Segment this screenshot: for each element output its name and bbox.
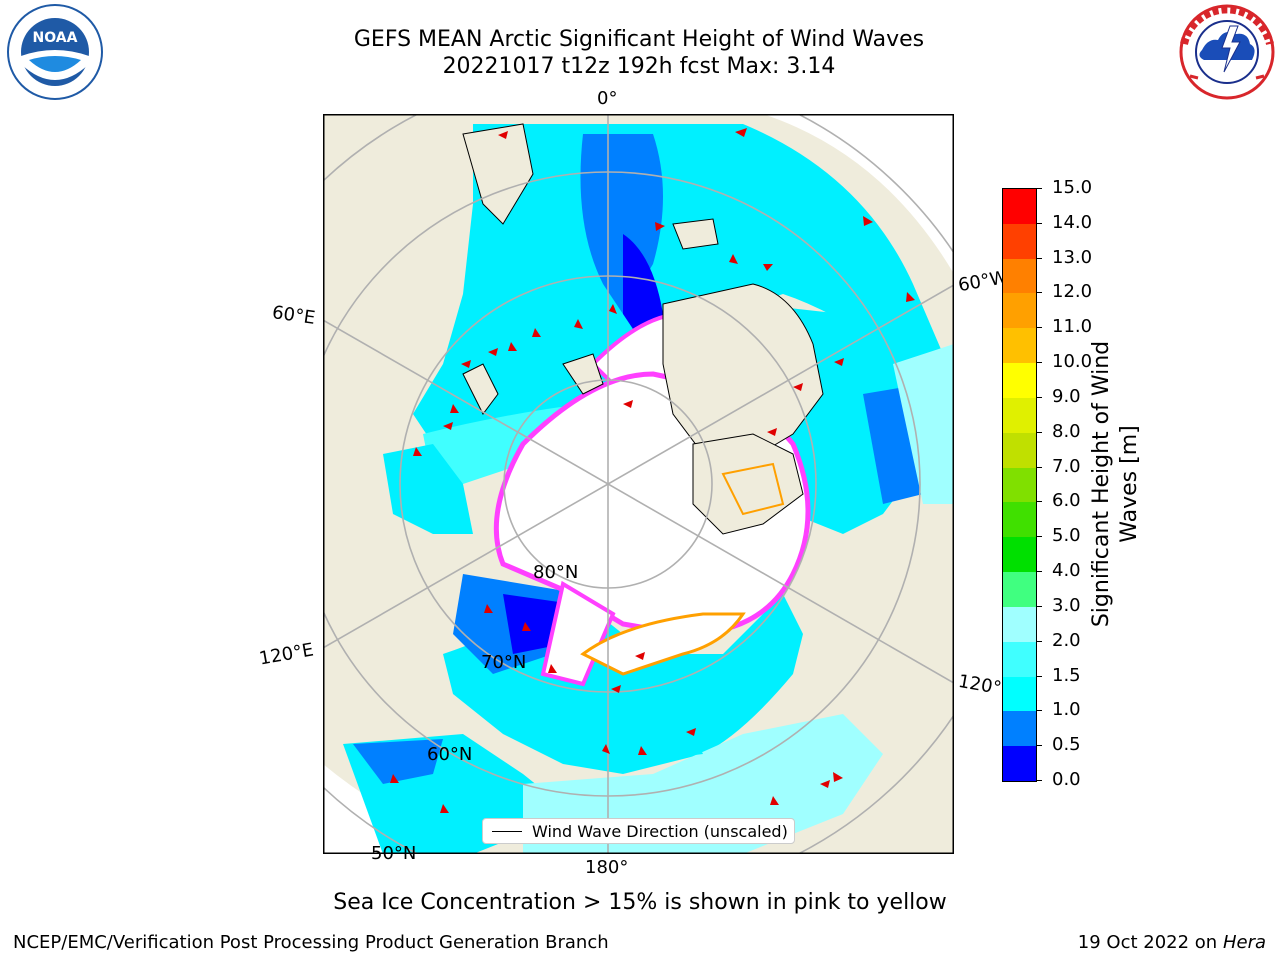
colorbar-tick-label: 10.0	[1052, 351, 1093, 373]
ocean-atlantic	[413, 124, 943, 444]
colorbar-tick-label: 0.5	[1052, 734, 1081, 756]
colorbar-tick-label: 6.0	[1052, 490, 1081, 512]
map-border	[323, 114, 954, 854]
colorbar-segment	[1003, 606, 1036, 642]
colorbar-segment	[1003, 432, 1036, 468]
lon-label-120e: 120°E	[257, 639, 316, 670]
wave-arrows	[390, 128, 915, 830]
colorbar-segment	[1003, 467, 1036, 503]
colorbar-tick	[1036, 605, 1042, 607]
colorbar-tick-label: 3.0	[1052, 594, 1081, 616]
colorbar-tick-label: 15.0	[1052, 177, 1093, 198]
machine-name: Hera	[1222, 932, 1266, 953]
colorbar-segment	[1003, 711, 1036, 747]
noaa-logo: NOAA	[7, 4, 103, 100]
colorbar-tick	[1036, 362, 1042, 364]
sea-ice-note: Sea Ice Concentration > 15% is shown in …	[333, 890, 947, 915]
lat-label-50: 50°N	[371, 843, 417, 864]
colorbar-tick-label: 0.0	[1052, 769, 1081, 790]
colorbar-tick-label: 1.0	[1052, 699, 1081, 721]
colorbar-tick-label: 12.0	[1052, 281, 1093, 303]
colorbar-tick	[1036, 780, 1042, 781]
colorbar-tick-label: 11.0	[1052, 316, 1093, 338]
colorbar-segment	[1003, 572, 1036, 607]
colorbar-segment	[1003, 537, 1036, 573]
colorbar-tick-label: 9.0	[1052, 385, 1081, 407]
map-frame	[323, 114, 954, 854]
colorbar-title-line1: Significant Height of Wind	[1089, 340, 1114, 628]
lat-label-70: 70°N	[481, 652, 527, 673]
lon-label-60e: 60°E	[270, 302, 317, 329]
colorbar-segment	[1003, 502, 1036, 538]
outside-domain-bottom	[323, 764, 473, 854]
colorbar-segment	[1003, 223, 1036, 259]
colorbar-tick-label: 1.5	[1052, 664, 1081, 686]
colorbar-segment	[1003, 746, 1036, 781]
colorbar-tick	[1036, 222, 1042, 224]
date-text: 19 Oct 2022 on	[1077, 932, 1223, 953]
lon-label-0: 0°	[597, 88, 618, 109]
chart-subtitle: 20221017 t12z 192h fcst Max: 3.14	[442, 54, 836, 79]
colorbar-segment	[1003, 676, 1036, 712]
chart-title: GEFS MEAN Arctic Significant Height of W…	[353, 27, 925, 52]
colorbar-tick	[1036, 710, 1042, 712]
colorbar-tick	[1036, 571, 1042, 573]
date-line: 19 Oct 2022 on Hera	[1078, 932, 1266, 953]
outside-domain-top	[763, 114, 954, 274]
colorbar-segment	[1003, 293, 1036, 329]
colorbar-tick	[1036, 640, 1042, 642]
colorbar-tick	[1036, 396, 1042, 398]
colorbar-tick	[1036, 188, 1042, 189]
colorbar-tick	[1036, 536, 1042, 538]
colorbar-tick-label: 8.0	[1052, 420, 1081, 442]
legend-label: Wind Wave Direction (unscaled)	[532, 822, 788, 841]
colorbar-tick	[1036, 675, 1042, 677]
colorbar-segment	[1003, 328, 1036, 364]
colorbar-tick	[1036, 745, 1042, 747]
colorbar-segment	[1003, 188, 1036, 224]
colorbar-tick	[1036, 431, 1042, 433]
colorbar-tick-label: 13.0	[1052, 246, 1093, 268]
colorbar-tick-label: 5.0	[1052, 525, 1081, 547]
colorbar-tick	[1036, 292, 1042, 294]
lat-label-80: 80°N	[533, 562, 579, 583]
colorbar-tick	[1036, 501, 1042, 503]
colorbar-title: Significant Height of Wind Waves [m]	[1088, 341, 1144, 627]
colorbar-tick	[1036, 327, 1042, 329]
colorbar-tick	[1036, 257, 1042, 259]
colorbar-tick-label: 2.0	[1052, 629, 1081, 651]
lat-label-60: 60°N	[427, 744, 473, 765]
noaa-logo-text: NOAA	[33, 30, 78, 46]
colorbar-tick-label: 7.0	[1052, 455, 1081, 477]
colorbar-segment	[1003, 363, 1036, 398]
credit-line: NCEP/EMC/Verification Post Processing Pr…	[13, 932, 609, 953]
graticule	[323, 114, 954, 854]
legend-line-swatch	[492, 831, 522, 832]
colorbar-tick-label: 4.0	[1052, 560, 1081, 582]
colorbar-tick-label: 14.0	[1052, 211, 1093, 233]
colorbar-segment	[1003, 641, 1036, 677]
colorbar-tick	[1036, 466, 1042, 468]
nws-logo	[1179, 4, 1275, 100]
polar-map	[323, 114, 954, 854]
colorbar-segment	[1003, 258, 1036, 294]
colorbar-segment	[1003, 397, 1036, 433]
colorbar-title-line2: Waves [m]	[1117, 425, 1142, 543]
map-legend: Wind Wave Direction (unscaled)	[482, 818, 795, 844]
colorbar	[1002, 188, 1037, 782]
lon-label-180: 180°	[585, 857, 629, 878]
